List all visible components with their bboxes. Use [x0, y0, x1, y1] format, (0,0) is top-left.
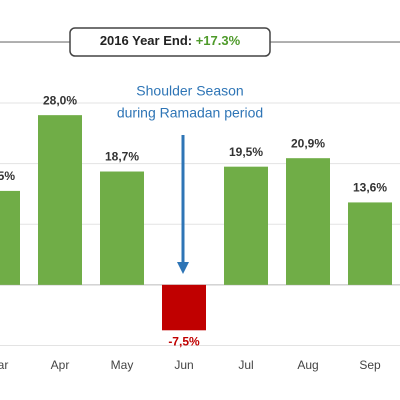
x-tick-label: Jun	[174, 358, 193, 372]
bar	[162, 284, 206, 331]
annotation-arrowhead	[177, 262, 189, 274]
x-tick-label: May	[111, 358, 134, 372]
value-label: 15,5%	[0, 169, 15, 183]
bar	[100, 171, 144, 285]
value-label: 18,7%	[105, 150, 139, 164]
value-label: 20,9%	[291, 136, 325, 150]
annotation-line: during Ramadan period	[117, 105, 263, 121]
x-tick-label: Apr	[51, 358, 70, 372]
headline: 2016 Year End: +17.3%	[100, 33, 241, 48]
bar	[286, 158, 330, 285]
bar	[38, 115, 82, 285]
x-tick-label: Sep	[359, 358, 381, 372]
headline-label: 2016 Year End:	[100, 33, 192, 48]
headline-value: +17.3%	[196, 33, 241, 48]
value-label: 19,5%	[229, 145, 263, 159]
x-tick-label: Aug	[297, 358, 318, 372]
x-tick-label: Jul	[238, 358, 253, 372]
bar	[348, 202, 392, 285]
annotation-line: Shoulder Season	[136, 83, 243, 99]
x-tick-label: Mar	[0, 358, 8, 372]
value-label: -7,5%	[168, 334, 200, 348]
bar	[224, 166, 268, 285]
value-label: 28,0%	[43, 93, 77, 107]
headline-box	[69, 27, 271, 57]
value-label: 13,6%	[353, 181, 387, 195]
bar	[0, 190, 20, 285]
